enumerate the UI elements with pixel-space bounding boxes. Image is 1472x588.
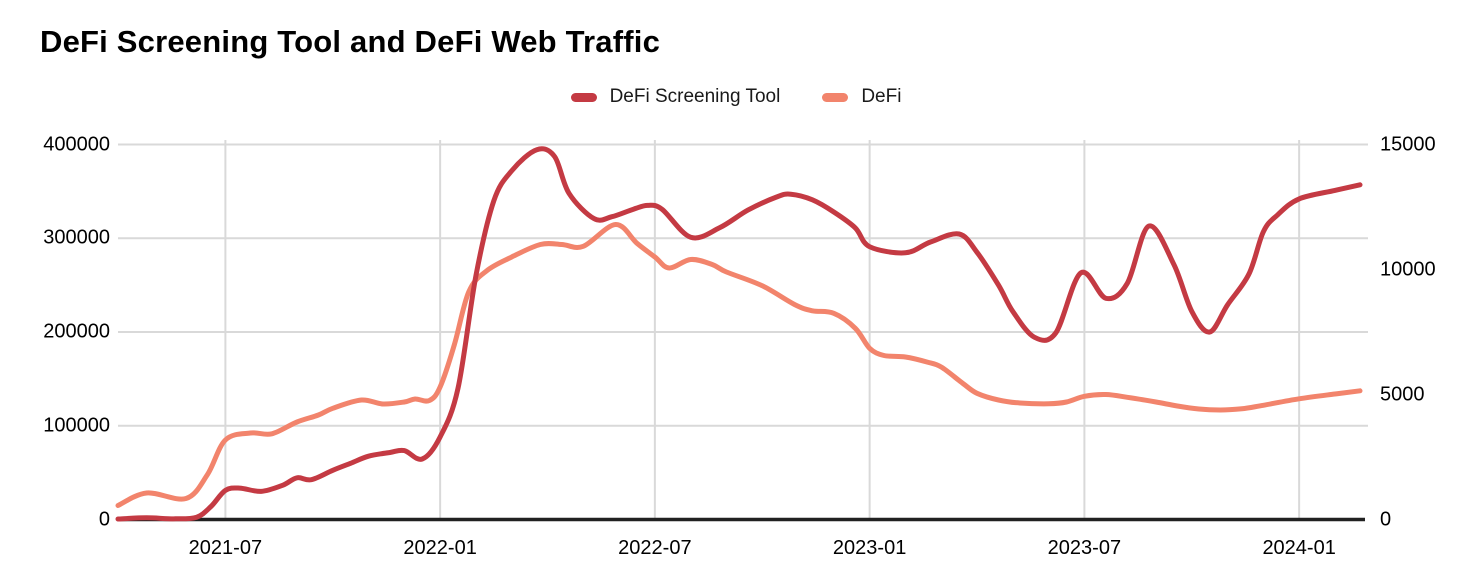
y-left-tick-label: 400000 [43,133,110,155]
x-tick-label: 2021-07 [188,537,263,559]
y-left-tick-label: 200000 [43,320,110,343]
y-right-tick-label: 15000 [1380,133,1436,155]
legend-item-defi-screening-tool: DeFi Screening Tool [570,86,781,108]
legend-label: DeFi Screening Tool [609,86,781,107]
y-right-tick-label: 0 [1380,508,1392,530]
legend-label: DeFi [861,86,902,107]
chart-title: DeFi Screening Tool and DeFi Web Traffic [40,24,661,59]
legend-swatch-icon-defi [822,92,849,102]
chart-legend: DeFi Screening Tool DeFi [0,86,1472,108]
x-tick-label: 2023-07 [1047,537,1122,559]
x-tick-label: 2022-01 [403,537,477,559]
x-tick-label: 2023-01 [832,537,907,559]
y-right-tick-label: 10000 [1380,258,1436,280]
x-tick-label: 2022-07 [618,537,692,559]
series-line-defi [115,222,1363,508]
y-left-tick-label: 100000 [43,414,110,437]
y-left-tick-label: 300000 [43,226,110,249]
x-tick-label: 2024-01 [1262,537,1336,559]
y-left-tick-label: 0 [98,508,110,530]
legend-swatch-icon-defi-screening-tool [570,92,597,102]
y-right-tick-label: 5000 [1380,383,1425,405]
series-line-defi-screening-tool [115,146,1363,522]
legend-item-defi: DeFi [822,86,901,108]
